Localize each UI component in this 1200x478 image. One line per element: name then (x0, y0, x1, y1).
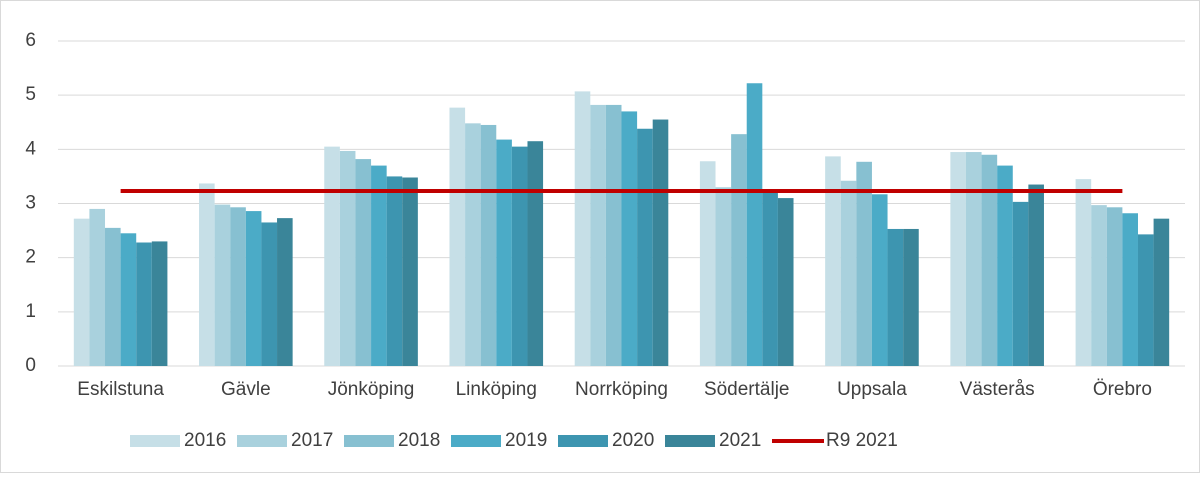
bar (605, 104, 622, 367)
bar (136, 242, 152, 366)
bar (621, 111, 638, 367)
y-tick-label: 0 (25, 355, 36, 376)
bar (652, 119, 669, 367)
legend-label: 2019 (505, 430, 547, 451)
legend-swatch (237, 435, 287, 447)
x-tick-label: Linköping (456, 379, 537, 400)
y-tick-label: 1 (25, 301, 36, 322)
legend-label: 2018 (398, 430, 440, 451)
bar (496, 139, 512, 366)
bar (1091, 205, 1107, 366)
bar (825, 156, 841, 366)
bar (777, 198, 794, 366)
x-tick-label: Uppsala (837, 379, 907, 400)
legend-label: 2017 (291, 430, 333, 451)
bar (261, 222, 278, 366)
legend-label: 2016 (184, 430, 226, 451)
bar (480, 124, 497, 366)
bar (1153, 218, 1170, 366)
bar (887, 228, 904, 366)
legend-swatch (665, 435, 715, 447)
x-tick-label: Västerås (960, 379, 1035, 400)
bar (1075, 179, 1092, 366)
x-tick-label: Gävle (221, 379, 271, 400)
y-tick-label: 5 (25, 84, 36, 105)
bar (371, 165, 387, 366)
bar (245, 211, 262, 366)
bar (105, 227, 121, 366)
bar (230, 207, 246, 366)
x-tick-label: Örebro (1093, 379, 1152, 400)
legend-swatch (130, 435, 180, 447)
bar (386, 176, 403, 366)
bar (1137, 234, 1154, 366)
x-tick-label: Eskilstuna (77, 379, 164, 400)
bar (73, 218, 90, 366)
bar (856, 161, 872, 366)
bar (1012, 201, 1029, 366)
legend-label: R9 2021 (826, 430, 898, 451)
bar (903, 228, 919, 366)
bar (1028, 184, 1044, 366)
legend-swatch (558, 435, 608, 447)
bar (277, 218, 293, 366)
y-tick-label: 3 (25, 193, 36, 214)
bar (699, 161, 716, 366)
bar (355, 159, 372, 366)
bar (151, 241, 168, 366)
bar (1106, 207, 1123, 366)
bar (120, 233, 137, 366)
bar (590, 104, 606, 367)
bar (527, 141, 544, 366)
bar (402, 177, 418, 366)
bar (324, 146, 340, 366)
bar (339, 150, 356, 366)
bar (574, 91, 591, 366)
y-tick-label: 4 (25, 138, 36, 159)
bar (199, 183, 215, 366)
bar (746, 83, 763, 366)
bar (871, 194, 888, 366)
bar (465, 123, 481, 366)
bar (214, 204, 231, 366)
bar (715, 187, 732, 366)
bar (965, 152, 982, 366)
legend-swatch (344, 435, 394, 447)
bar (981, 154, 998, 366)
bar (997, 165, 1013, 366)
x-tick-label: Södertälje (704, 379, 790, 400)
bar (950, 152, 966, 366)
x-tick-label: Norrköping (575, 379, 668, 400)
bar (1122, 213, 1138, 366)
bar (449, 107, 466, 366)
y-tick-label: 6 (25, 30, 36, 51)
bar (840, 180, 857, 366)
y-tick-label: 2 (25, 247, 36, 268)
bar (731, 134, 747, 366)
bar (762, 192, 778, 366)
bar (511, 146, 528, 366)
legend-label: 2021 (719, 430, 761, 451)
x-tick-label: Jönköping (328, 379, 415, 400)
legend-swatch (451, 435, 501, 447)
bar (637, 128, 653, 366)
bar (89, 208, 106, 366)
legend-label: 2020 (612, 430, 654, 451)
